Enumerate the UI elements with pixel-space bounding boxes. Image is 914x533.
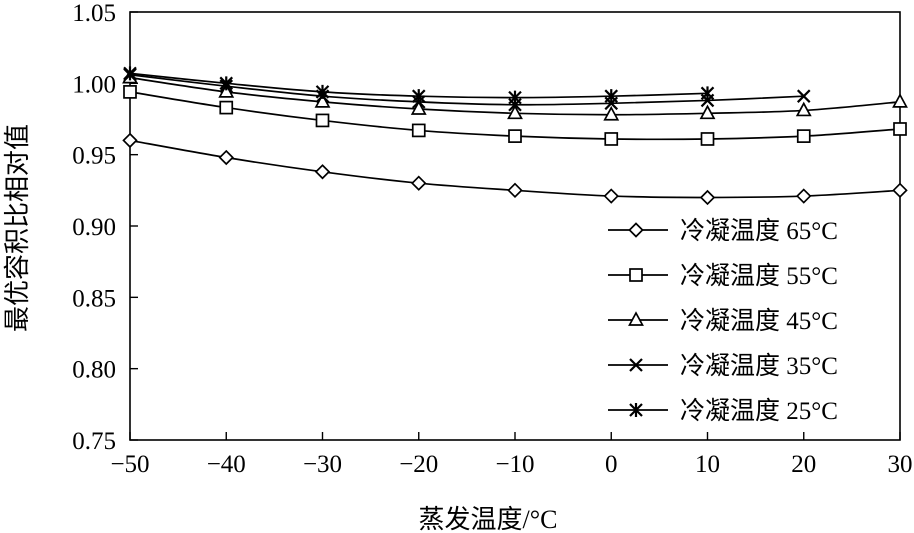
- marker-x: [629, 358, 643, 372]
- marker-diamond: [314, 164, 331, 180]
- marker-triangle: [507, 104, 523, 120]
- marker-square: [796, 129, 811, 143]
- marker-square: [604, 132, 619, 146]
- x-tick-label: 0: [605, 451, 618, 478]
- marker-triangle: [892, 93, 908, 108]
- marker-asterisk: [604, 89, 619, 104]
- legend-label: 冷凝温度 55°C: [680, 262, 838, 290]
- marker-triangle: [603, 105, 620, 121]
- marker-asterisk: [315, 84, 330, 99]
- y-tick-label: 1.05: [72, 0, 116, 27]
- legend-item: 冷凝温度 45°C: [608, 307, 838, 335]
- y-tick-label: 0.75: [72, 428, 116, 455]
- marker-diamond: [699, 189, 716, 206]
- y-tick-label: 0.80: [72, 357, 116, 384]
- legend-label: 冷凝温度 35°C: [680, 352, 838, 380]
- marker-asterisk: [629, 403, 643, 417]
- x-tick-label: −50: [110, 451, 149, 478]
- series-triangle: [122, 68, 908, 121]
- y-tick-label: 0.95: [72, 143, 116, 170]
- marker-triangle: [699, 104, 716, 120]
- marker-diamond: [628, 222, 644, 238]
- legend-label: 冷凝温度 65°C: [680, 217, 838, 245]
- marker-x: [796, 89, 811, 103]
- legend-label: 冷凝温度 45°C: [680, 307, 838, 335]
- x-tick-label: −10: [495, 451, 534, 478]
- x-tick-label: −30: [303, 451, 342, 478]
- marker-diamond: [411, 175, 427, 191]
- marker-square: [700, 132, 715, 146]
- marker-triangle: [410, 100, 427, 115]
- marker-square: [893, 122, 907, 136]
- marker-asterisk: [123, 66, 137, 81]
- axes: −50 −40 −30 −20 −10 0 10 20 30 0.75 0.80 0.85 0.90 0.…: [72, 0, 912, 478]
- legend-item: 冷凝温度 55°C: [608, 262, 838, 290]
- marker-asterisk: [219, 76, 234, 91]
- x-axis-title: 蒸发温度/°C: [419, 505, 558, 533]
- marker-square: [219, 100, 234, 115]
- marker-diamond: [603, 188, 619, 204]
- y-axis-title: 最优容积比相对值: [3, 124, 32, 332]
- marker-diamond: [796, 188, 812, 204]
- y-tick-label: 0.85: [72, 285, 116, 312]
- series-asterisk: [123, 66, 715, 105]
- series-diamond: [122, 132, 908, 206]
- marker-asterisk: [508, 90, 522, 105]
- marker-triangle: [795, 101, 812, 117]
- x-tick-label: 10: [695, 451, 720, 478]
- series-layer: [122, 66, 908, 206]
- x-tick-label: 30: [888, 451, 913, 478]
- legend-item: 冷凝温度 35°C: [608, 352, 838, 380]
- marker-asterisk: [700, 86, 715, 101]
- marker-diamond: [122, 132, 138, 149]
- marker-square: [629, 268, 643, 282]
- marker-diamond: [507, 182, 523, 199]
- x-tick-label: −20: [399, 451, 438, 478]
- series-square: [123, 85, 907, 146]
- marker-square: [508, 129, 522, 143]
- marker-square: [315, 113, 330, 128]
- x-tick-label: 20: [791, 451, 816, 478]
- y-tick-label: 1.00: [72, 71, 116, 98]
- marker-triangle: [628, 311, 644, 326]
- marker-asterisk: [411, 89, 426, 104]
- legend: 冷凝温度 65°C 冷凝温度 55°C 冷凝温度 45°C 冷凝温度 35°C 冷凝温度…: [608, 217, 838, 425]
- series-line: [129, 73, 804, 106]
- marker-diamond: [218, 149, 234, 166]
- legend-label: 冷凝温度 25°C: [680, 397, 838, 425]
- marker-square: [411, 123, 426, 138]
- legend-item: 冷凝温度 65°C: [608, 217, 838, 245]
- x-tick-label: −40: [207, 451, 246, 478]
- y-tick-label: 0.90: [72, 214, 116, 241]
- marker-square: [123, 85, 137, 99]
- legend-item: 冷凝温度 25°C: [608, 397, 838, 425]
- marker-diamond: [892, 182, 908, 199]
